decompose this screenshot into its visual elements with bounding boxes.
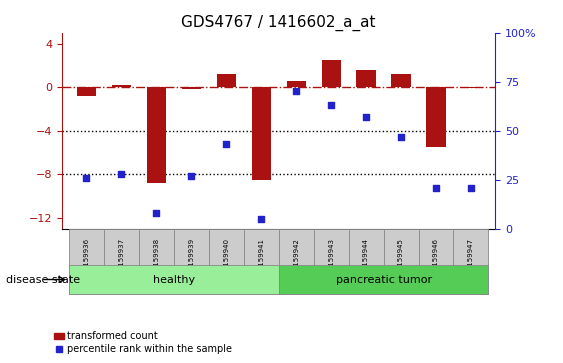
Text: GSM1159940: GSM1159940 (224, 238, 229, 285)
Point (82, 175, 91, 181)
Bar (453, 229, 489, 294)
Bar (69, 265, 279, 294)
Bar (217, 74, 236, 87)
Point (292, 89, 301, 94)
Bar (461, 87, 481, 88)
Text: GSM1159937: GSM1159937 (118, 238, 124, 285)
Text: GSM1159938: GSM1159938 (153, 238, 159, 285)
Text: disease state: disease state (6, 274, 80, 285)
Bar (111, 85, 131, 87)
Bar (77, 87, 96, 96)
Title: GDS4767 / 1416602_a_at: GDS4767 / 1416602_a_at (181, 15, 376, 31)
Bar (391, 74, 410, 87)
Bar (383, 229, 418, 294)
Bar (252, 87, 271, 180)
Point (152, 210, 161, 216)
Bar (279, 265, 489, 294)
Point (361, 114, 370, 120)
Text: pancreatic tumor: pancreatic tumor (336, 274, 432, 285)
Text: GSM1159942: GSM1159942 (293, 238, 299, 285)
Text: GSM1159941: GSM1159941 (258, 238, 264, 285)
Text: GSM1159946: GSM1159946 (433, 238, 439, 285)
Point (257, 216, 266, 222)
Bar (69, 229, 104, 294)
Bar (348, 229, 383, 294)
Text: healthy: healthy (153, 274, 195, 285)
Bar (314, 229, 348, 294)
Bar (147, 87, 166, 183)
Bar (104, 229, 139, 294)
Text: GSM1159943: GSM1159943 (328, 238, 334, 285)
Bar (426, 87, 446, 147)
Bar (182, 87, 201, 89)
Text: GSM1159936: GSM1159936 (83, 238, 90, 285)
Text: GSM1159945: GSM1159945 (398, 238, 404, 285)
Text: GSM1159947: GSM1159947 (468, 238, 474, 285)
Point (187, 173, 196, 179)
Text: GSM1159939: GSM1159939 (188, 238, 194, 285)
Bar (244, 229, 279, 294)
Bar (139, 229, 174, 294)
Point (431, 185, 440, 191)
Bar (356, 70, 376, 87)
Point (327, 102, 336, 108)
Bar (321, 60, 341, 87)
Point (117, 171, 126, 177)
Bar (279, 229, 314, 294)
Bar (174, 229, 209, 294)
Point (222, 142, 231, 147)
Text: GSM1159944: GSM1159944 (363, 238, 369, 285)
Bar (287, 81, 306, 87)
Legend: transformed count, percentile rank within the sample: transformed count, percentile rank withi… (50, 327, 236, 358)
Point (467, 185, 476, 191)
Bar (418, 229, 453, 294)
Point (396, 134, 405, 139)
Bar (209, 229, 244, 294)
